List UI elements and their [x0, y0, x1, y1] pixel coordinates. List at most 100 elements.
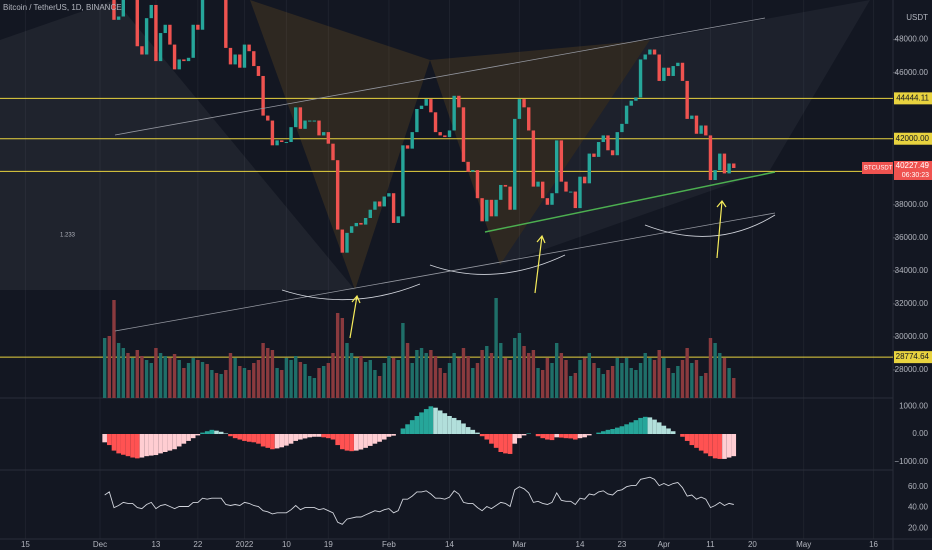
macd-bar [209, 429, 215, 434]
macd-bar [335, 434, 340, 446]
volume-bar [457, 358, 461, 398]
candle [186, 57, 191, 62]
macd-bar [633, 420, 639, 434]
candle [116, 16, 121, 20]
price-pane [0, 0, 893, 398]
volume-bar [149, 363, 153, 398]
macd-bar [330, 434, 336, 440]
macd-bar [134, 434, 140, 459]
volume-bar [261, 343, 265, 398]
macd-bar [587, 434, 592, 436]
macd-bar [614, 427, 620, 434]
candle [298, 107, 303, 129]
macd-bar [638, 417, 643, 434]
volume-bar [321, 366, 326, 398]
macd-bar [121, 434, 126, 455]
macd-bar [526, 433, 532, 434]
macd-bar [405, 424, 410, 434]
macd-bar [111, 434, 117, 451]
macd-bar [610, 429, 615, 434]
symbol-label: BTCUSDT [864, 166, 893, 172]
macd-bar [130, 434, 135, 458]
volume-bar [503, 358, 508, 398]
macd-bar [116, 434, 121, 454]
y-tick-label: 36000.00 [895, 233, 929, 242]
macd-bar [228, 434, 233, 437]
volume-bar [531, 350, 536, 398]
candle [247, 44, 251, 52]
macd-bar [600, 431, 606, 434]
macd-bar [274, 434, 280, 449]
macd-bar [647, 417, 653, 434]
macd-bar [605, 429, 611, 434]
macd-bar [200, 432, 205, 434]
candle [163, 24, 167, 34]
macd-bar [475, 432, 480, 434]
macd-bar [223, 433, 229, 434]
macd-bar [204, 431, 210, 434]
volume-bar [144, 360, 149, 398]
macd-bar [107, 434, 112, 446]
volume-bar [601, 374, 605, 398]
volume-bar [303, 364, 307, 398]
macd-bar [391, 434, 396, 436]
macd-bar [181, 434, 187, 444]
candle [643, 54, 647, 60]
volume-bar [550, 363, 554, 398]
macd-bar [265, 434, 271, 448]
volume-bar [704, 373, 708, 398]
volume-bar [513, 338, 517, 398]
candle [266, 115, 270, 121]
level-label: 28774.64 [896, 352, 930, 361]
volume-bar [652, 360, 657, 398]
volume-bar [713, 343, 717, 398]
volume-bar [494, 298, 498, 398]
candle [475, 170, 480, 199]
candle [326, 132, 331, 144]
volume-bar [312, 378, 317, 398]
candle [335, 160, 340, 230]
candle [438, 132, 442, 136]
macd-bar [703, 434, 709, 454]
candle [261, 75, 265, 116]
x-tick-label: 20 [748, 540, 757, 549]
macd-bar [409, 420, 415, 434]
candle [531, 130, 536, 187]
volume-bar [126, 353, 130, 398]
volume-bar [280, 370, 284, 398]
macd-bar [461, 423, 466, 434]
macd-bar [102, 434, 107, 443]
arc [644, 214, 776, 237]
volume-bar [135, 350, 139, 398]
macd-bar [214, 430, 219, 434]
candle [168, 24, 172, 45]
candle [154, 4, 158, 62]
macd-bar [423, 409, 429, 434]
macd-bar [503, 434, 508, 454]
candle [610, 150, 615, 156]
volume-bar [424, 353, 428, 398]
candle [321, 132, 326, 136]
candle [657, 54, 661, 81]
volume-bar [694, 360, 699, 398]
candle [345, 232, 349, 253]
candle [349, 226, 354, 233]
candle [233, 54, 237, 65]
macd-bar [642, 416, 648, 434]
candle [447, 130, 452, 138]
y-tick-label: 32000.00 [895, 299, 929, 308]
candle [527, 107, 531, 131]
volume-bar [508, 360, 512, 398]
candle [354, 222, 358, 227]
volume-bar [340, 318, 345, 398]
candle [191, 24, 195, 58]
candle [522, 99, 526, 108]
x-tick-label: Feb [382, 540, 396, 549]
y-tick-label: 30000.00 [895, 332, 929, 341]
volume-bar [629, 368, 633, 398]
candle [256, 66, 261, 76]
candle [294, 107, 298, 128]
candle [135, 0, 139, 47]
candle [671, 66, 675, 76]
y-tick-label: 48000.00 [895, 35, 929, 44]
